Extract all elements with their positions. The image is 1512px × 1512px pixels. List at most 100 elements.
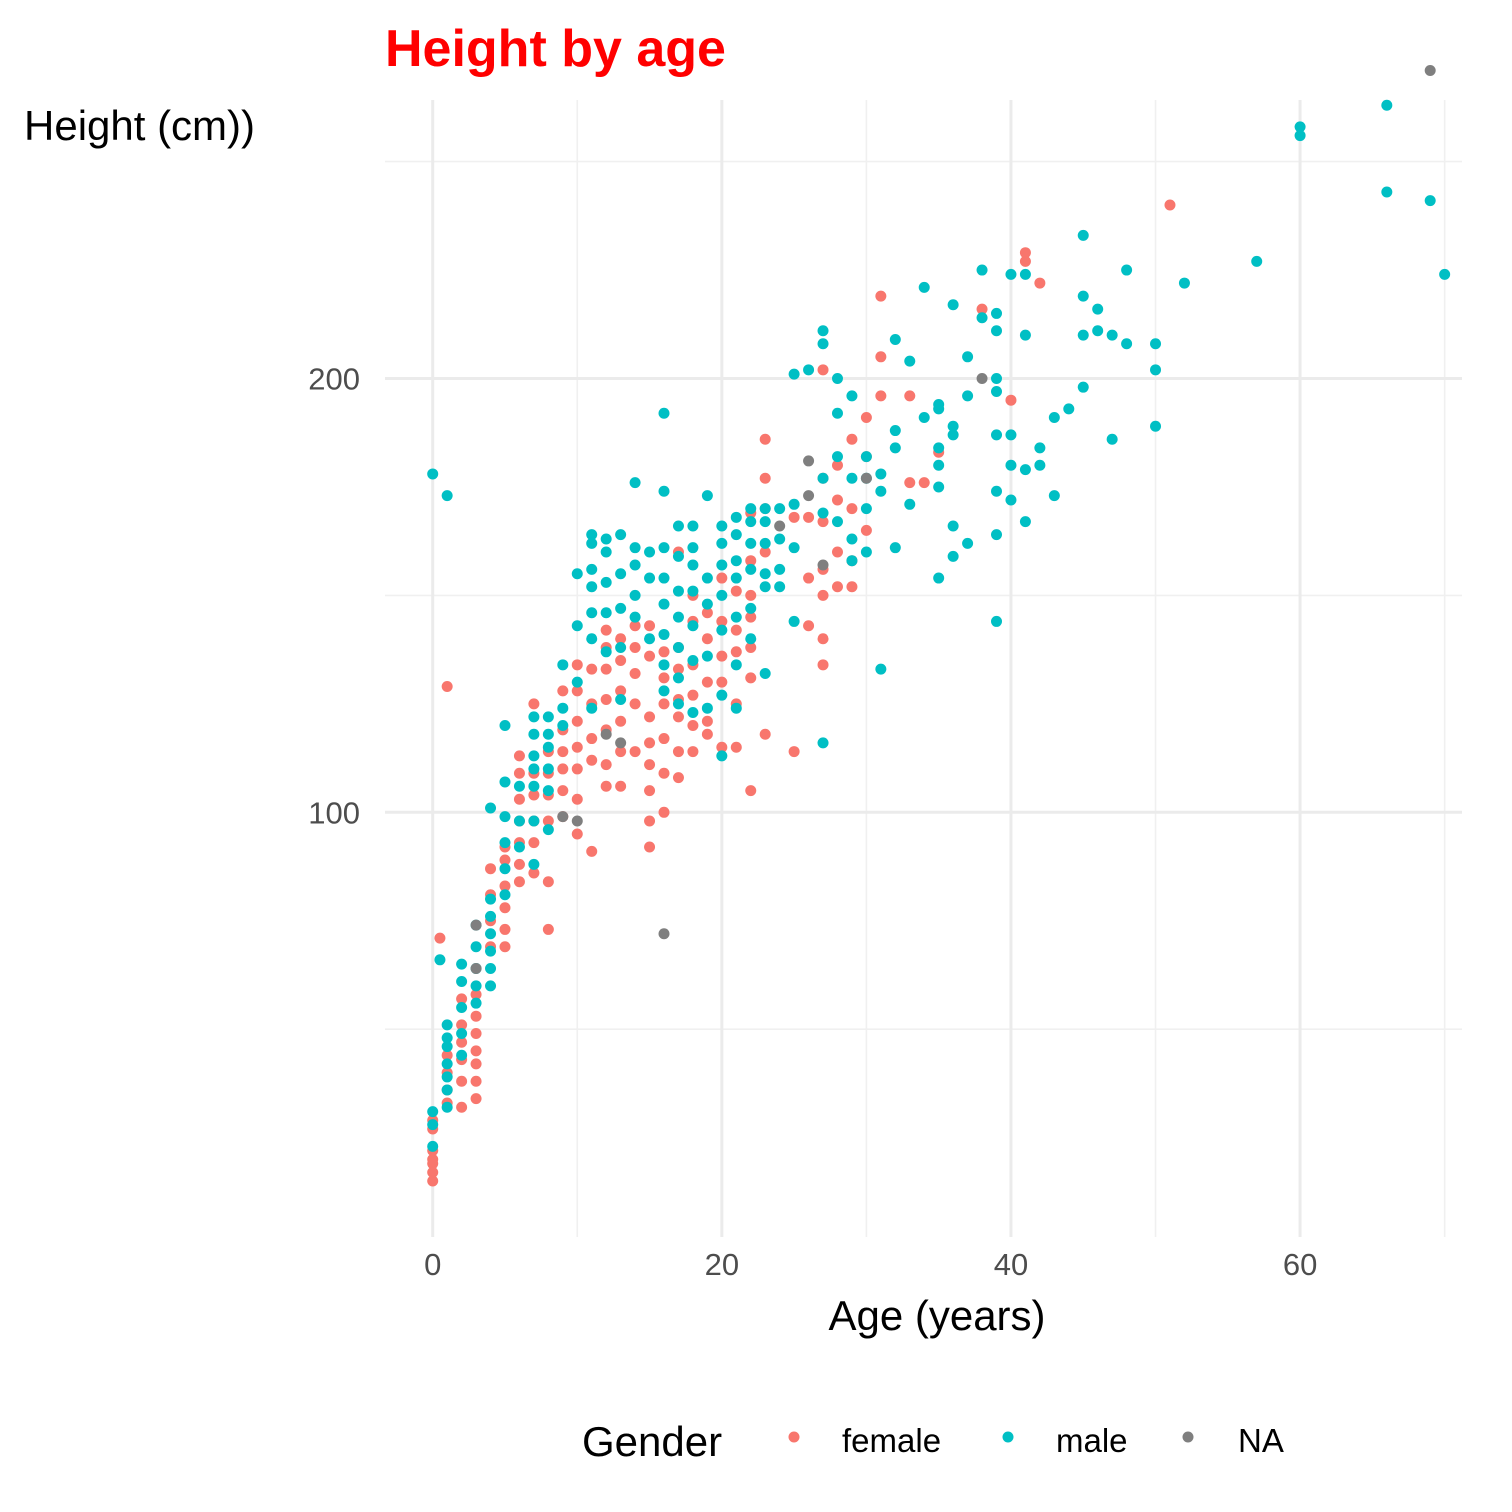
point-male	[658, 485, 670, 497]
point-male	[441, 1032, 453, 1044]
point-female	[586, 663, 598, 675]
point-male	[658, 572, 670, 584]
point-female	[600, 694, 612, 706]
legend-key-na	[1182, 1431, 1194, 1443]
point-female	[542, 876, 554, 888]
point-female	[745, 555, 757, 567]
point-male	[1150, 420, 1162, 432]
point-male	[991, 485, 1003, 497]
point-male	[672, 611, 684, 623]
point-male	[933, 459, 945, 471]
point-female	[470, 1028, 482, 1040]
point-male	[774, 533, 786, 545]
point-female	[759, 472, 771, 484]
point-male	[1106, 329, 1118, 341]
point-male	[1019, 329, 1031, 341]
point-male	[918, 281, 930, 293]
point-female	[745, 589, 757, 601]
point-male	[672, 641, 684, 653]
point-male	[427, 1106, 439, 1118]
point-male	[774, 563, 786, 575]
point-male	[456, 975, 468, 987]
point-female	[759, 728, 771, 740]
point-male	[586, 607, 598, 619]
point-male	[716, 589, 728, 601]
point-male	[962, 537, 974, 549]
point-female	[860, 524, 872, 536]
data-points	[427, 65, 1451, 1187]
point-female	[817, 589, 829, 601]
point-female	[788, 511, 800, 523]
point-male	[499, 811, 511, 823]
point-female	[600, 759, 612, 771]
point-female	[817, 364, 829, 376]
point-male	[629, 589, 641, 601]
point-male	[499, 889, 511, 901]
point-na	[615, 737, 627, 749]
point-male	[904, 498, 916, 510]
point-male	[542, 711, 554, 723]
point-male	[485, 910, 497, 922]
point-female	[513, 767, 525, 779]
point-female	[456, 1101, 468, 1113]
point-male	[672, 550, 684, 562]
point-female	[672, 663, 684, 675]
point-female	[615, 654, 627, 666]
point-na	[658, 928, 670, 940]
point-male	[1077, 229, 1089, 241]
point-male	[745, 563, 757, 575]
point-male	[1106, 433, 1118, 445]
point-male	[528, 780, 540, 792]
point-male	[658, 598, 670, 610]
point-male	[1019, 516, 1031, 528]
point-female	[586, 733, 598, 745]
point-male	[1121, 264, 1133, 276]
point-female	[427, 1166, 439, 1178]
point-female	[542, 815, 554, 827]
point-male	[1048, 490, 1060, 502]
point-male	[1294, 121, 1306, 133]
point-female	[499, 923, 511, 935]
point-male	[485, 980, 497, 992]
point-female	[557, 746, 569, 758]
point-male	[470, 980, 482, 992]
point-male	[687, 585, 699, 597]
point-female	[687, 689, 699, 701]
point-male	[991, 373, 1003, 385]
point-female	[846, 581, 858, 593]
point-male	[991, 325, 1003, 337]
point-male	[586, 702, 598, 714]
point-male	[687, 559, 699, 571]
point-male	[557, 720, 569, 732]
point-male	[716, 537, 728, 549]
point-male	[1424, 195, 1436, 207]
point-male	[441, 1058, 453, 1070]
point-female	[470, 1010, 482, 1022]
point-female	[499, 902, 511, 914]
point-male	[499, 776, 511, 788]
point-male	[745, 602, 757, 614]
point-male	[846, 555, 858, 567]
point-female	[817, 516, 829, 528]
x-tick-label: 40	[994, 1247, 1028, 1282]
point-male	[730, 572, 742, 584]
point-male	[889, 542, 901, 554]
x-tick-labels: 0 20 40 60	[424, 1247, 1317, 1282]
point-na	[600, 728, 612, 740]
point-female	[571, 828, 583, 840]
point-female	[658, 672, 670, 684]
point-female	[701, 607, 713, 619]
point-female	[513, 876, 525, 888]
point-male	[1150, 338, 1162, 350]
point-female	[817, 633, 829, 645]
point-female	[571, 763, 583, 775]
point-male	[528, 711, 540, 723]
point-male	[672, 520, 684, 532]
point-male	[1048, 412, 1060, 424]
point-male	[644, 546, 656, 558]
point-female	[1019, 255, 1031, 267]
point-male	[730, 529, 742, 541]
point-female	[658, 806, 670, 818]
x-tick-label: 60	[1283, 1247, 1317, 1282]
point-na	[860, 472, 872, 484]
